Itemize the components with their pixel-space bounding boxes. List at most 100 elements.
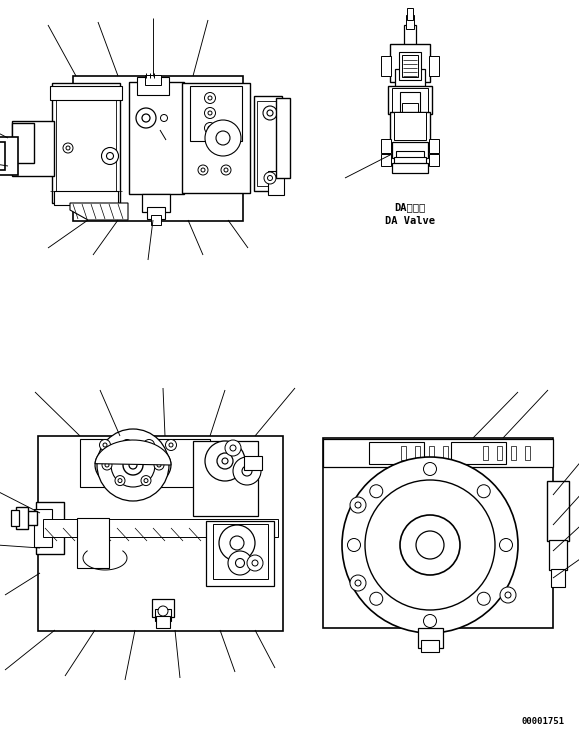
Circle shape bbox=[97, 429, 169, 501]
Circle shape bbox=[118, 447, 122, 452]
Bar bbox=[392, 163, 428, 173]
Polygon shape bbox=[95, 440, 171, 465]
Polygon shape bbox=[95, 440, 171, 490]
Circle shape bbox=[224, 168, 228, 172]
Circle shape bbox=[158, 606, 168, 616]
Circle shape bbox=[208, 96, 212, 100]
Bar bbox=[11, 510, 19, 526]
Circle shape bbox=[204, 107, 215, 118]
Circle shape bbox=[205, 120, 241, 156]
Circle shape bbox=[141, 444, 151, 454]
Bar bbox=[151, 215, 161, 225]
Bar bbox=[12, 120, 54, 175]
Circle shape bbox=[219, 525, 255, 561]
Bar bbox=[192, 440, 258, 516]
Bar bbox=[268, 171, 284, 195]
Circle shape bbox=[264, 172, 276, 184]
Circle shape bbox=[216, 131, 230, 145]
Circle shape bbox=[221, 165, 231, 175]
Bar bbox=[390, 112, 430, 148]
Bar bbox=[415, 446, 420, 460]
Bar bbox=[429, 56, 439, 76]
Circle shape bbox=[400, 515, 460, 575]
Bar bbox=[56, 90, 116, 196]
Bar bbox=[429, 139, 439, 153]
Circle shape bbox=[101, 148, 119, 165]
Circle shape bbox=[111, 443, 155, 487]
Bar bbox=[276, 98, 290, 178]
Bar bbox=[145, 75, 161, 85]
Text: 00001751: 00001751 bbox=[522, 717, 565, 726]
Bar bbox=[395, 69, 425, 87]
Circle shape bbox=[477, 592, 490, 605]
Circle shape bbox=[107, 152, 113, 160]
Circle shape bbox=[208, 126, 212, 130]
Bar bbox=[182, 83, 250, 193]
Circle shape bbox=[230, 536, 244, 550]
Circle shape bbox=[350, 575, 366, 591]
Circle shape bbox=[222, 458, 228, 464]
Circle shape bbox=[217, 453, 233, 469]
Bar bbox=[0, 137, 18, 175]
Circle shape bbox=[105, 463, 109, 467]
Bar bbox=[38, 435, 283, 630]
Bar bbox=[402, 55, 418, 77]
Circle shape bbox=[236, 559, 244, 568]
Polygon shape bbox=[70, 203, 128, 220]
Bar bbox=[547, 481, 569, 541]
Bar bbox=[407, 8, 413, 20]
Circle shape bbox=[144, 447, 148, 452]
Bar bbox=[400, 92, 420, 114]
Bar bbox=[137, 77, 169, 95]
Bar bbox=[381, 139, 391, 153]
Bar bbox=[394, 112, 426, 140]
Circle shape bbox=[141, 476, 151, 486]
Circle shape bbox=[242, 466, 252, 476]
Circle shape bbox=[423, 615, 437, 627]
Circle shape bbox=[370, 592, 383, 605]
Bar bbox=[80, 439, 210, 487]
Circle shape bbox=[263, 106, 277, 120]
Circle shape bbox=[142, 114, 150, 122]
Circle shape bbox=[225, 440, 241, 456]
Bar bbox=[404, 25, 416, 47]
Bar bbox=[399, 52, 421, 80]
Circle shape bbox=[204, 123, 215, 134]
Bar bbox=[392, 88, 428, 112]
Circle shape bbox=[247, 555, 263, 571]
Circle shape bbox=[103, 443, 107, 447]
Bar bbox=[402, 103, 418, 117]
Circle shape bbox=[228, 551, 252, 575]
Bar bbox=[147, 207, 165, 219]
Circle shape bbox=[136, 108, 156, 128]
Circle shape bbox=[350, 497, 366, 513]
Circle shape bbox=[147, 443, 151, 447]
Bar bbox=[52, 83, 120, 203]
Circle shape bbox=[166, 440, 177, 451]
Circle shape bbox=[100, 440, 111, 451]
Circle shape bbox=[144, 440, 155, 451]
Circle shape bbox=[208, 111, 212, 115]
Bar bbox=[34, 509, 52, 547]
Circle shape bbox=[118, 479, 122, 483]
Bar bbox=[142, 194, 170, 212]
Circle shape bbox=[500, 539, 512, 551]
Bar bbox=[323, 439, 553, 467]
Bar bbox=[257, 101, 279, 185]
Circle shape bbox=[365, 480, 495, 610]
Bar bbox=[381, 56, 391, 76]
Bar bbox=[54, 191, 118, 205]
Bar bbox=[50, 86, 122, 100]
Circle shape bbox=[125, 443, 129, 447]
Circle shape bbox=[267, 175, 273, 180]
Circle shape bbox=[347, 539, 361, 551]
Circle shape bbox=[144, 479, 148, 483]
Bar bbox=[388, 86, 432, 114]
Bar bbox=[392, 142, 428, 158]
Circle shape bbox=[154, 460, 164, 470]
Circle shape bbox=[230, 445, 236, 451]
Circle shape bbox=[198, 165, 208, 175]
Bar bbox=[77, 518, 109, 568]
Bar bbox=[497, 446, 501, 460]
Circle shape bbox=[169, 443, 173, 447]
